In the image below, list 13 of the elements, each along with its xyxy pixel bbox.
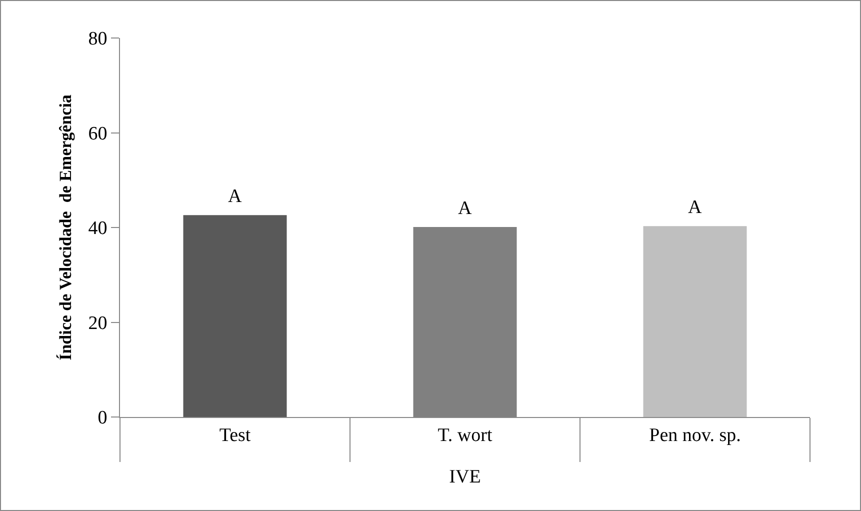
annotation: A (688, 197, 702, 218)
y-tick-label: 60 (88, 123, 108, 144)
x-axis-title: IVE (449, 466, 481, 488)
y-tick-label: 40 (88, 218, 108, 240)
y-tick-label: 80 (88, 28, 108, 50)
annotation: A (228, 186, 242, 207)
annotation: A (458, 198, 472, 219)
x-tick-label: Pen nov. sp. (649, 424, 741, 446)
y-tick-label: 0 (98, 408, 108, 429)
x-tick-label: Test (219, 424, 252, 446)
y-axis-title: Índice de Velocidade de Emergência (56, 94, 75, 360)
x-tick-label: T. wort (438, 424, 493, 446)
y-tick-label: 20 (88, 312, 108, 334)
